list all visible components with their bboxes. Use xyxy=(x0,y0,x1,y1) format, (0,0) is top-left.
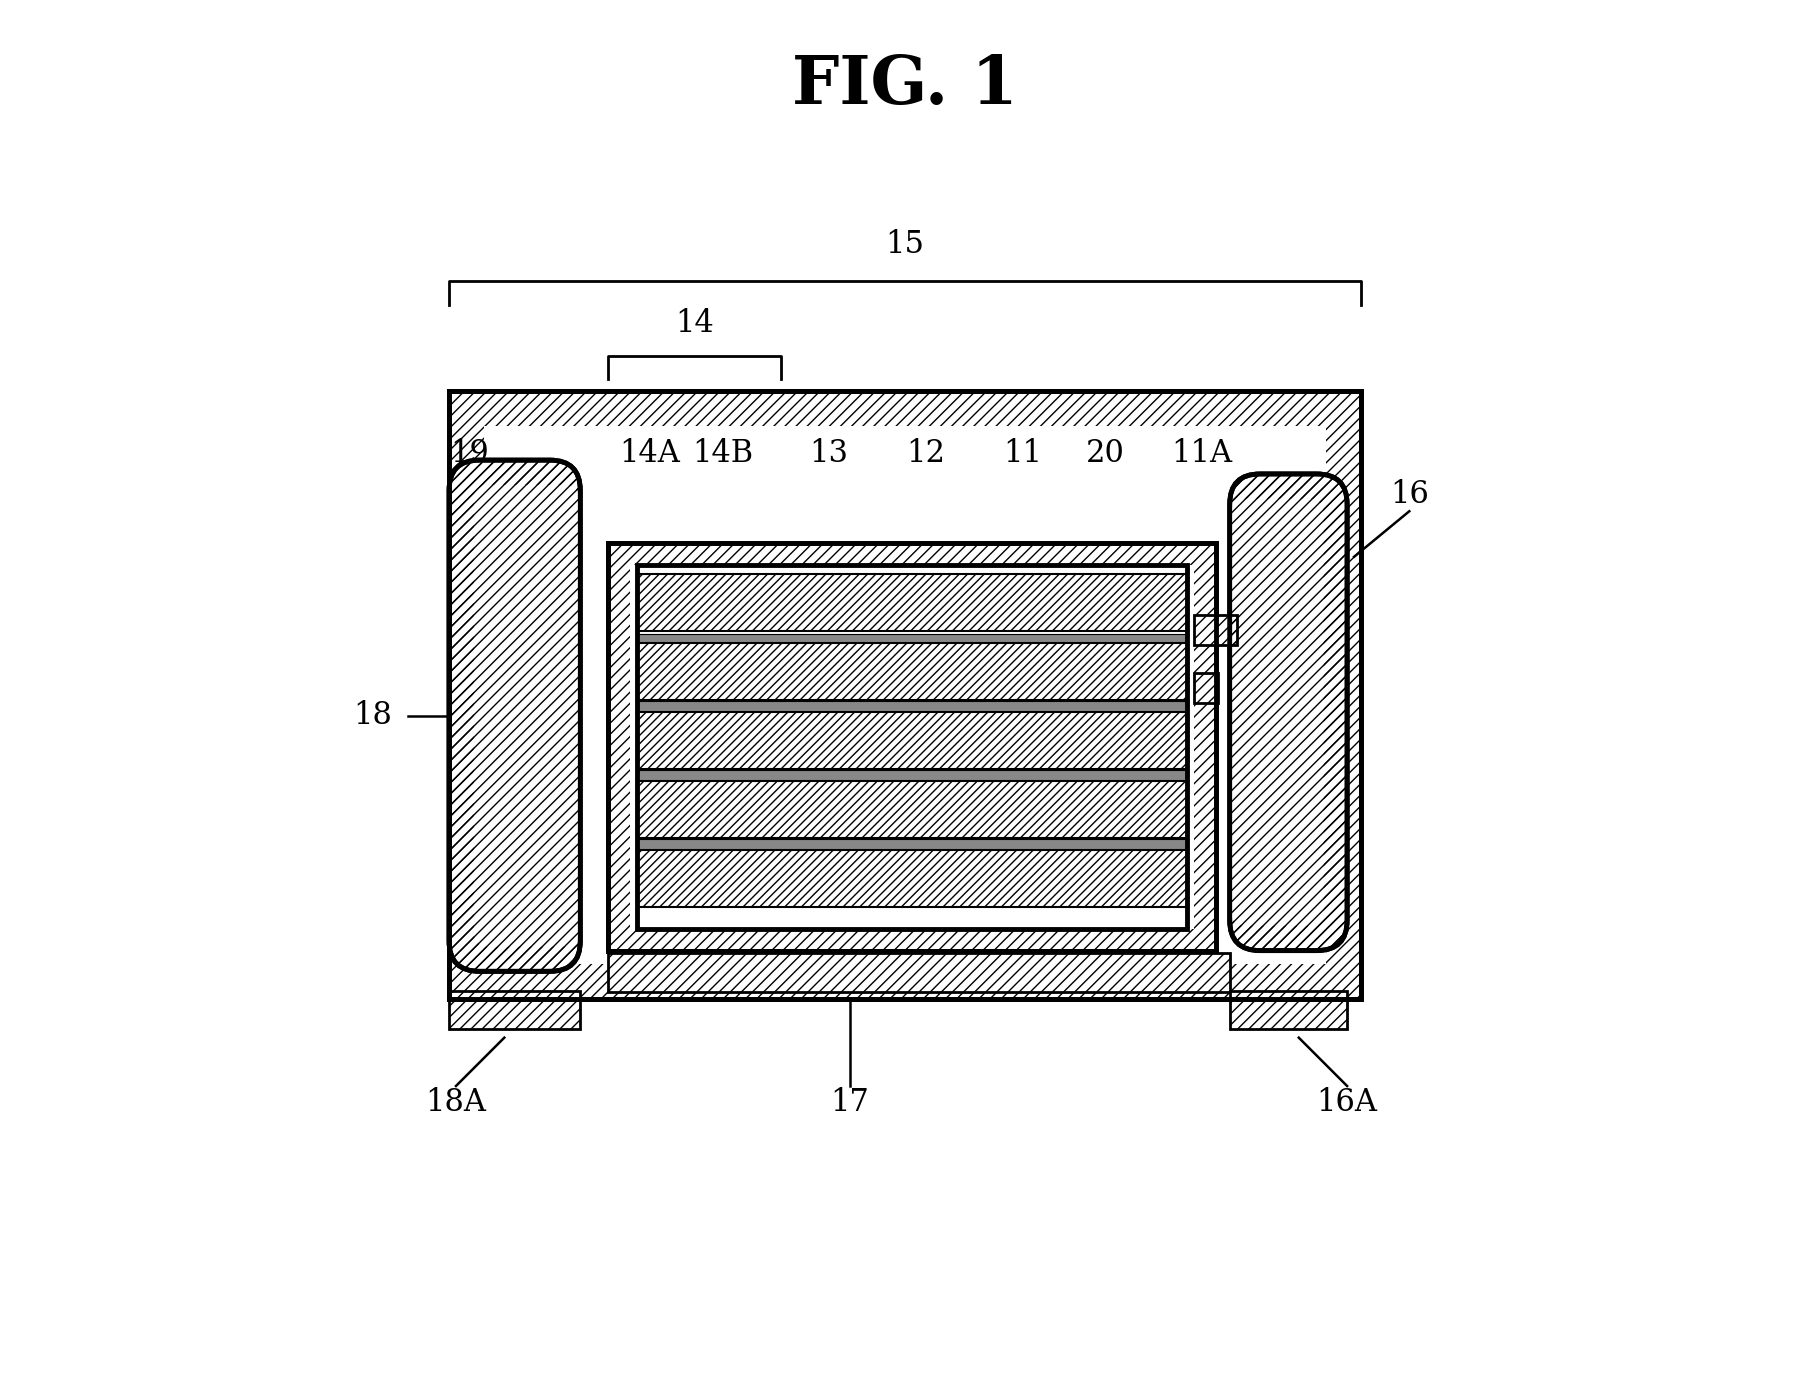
Bar xyxy=(608,954,1229,992)
Text: 14B: 14B xyxy=(691,438,753,468)
FancyBboxPatch shape xyxy=(449,460,581,972)
Bar xyxy=(1195,614,1238,645)
FancyBboxPatch shape xyxy=(1229,474,1347,951)
Text: FIG. 1: FIG. 1 xyxy=(793,53,1017,118)
Text: 16: 16 xyxy=(1390,480,1428,510)
Bar xyxy=(637,712,1187,769)
Text: 18: 18 xyxy=(353,701,393,731)
Bar xyxy=(449,391,1361,999)
Text: 18A: 18A xyxy=(425,1087,487,1118)
Bar xyxy=(608,543,1216,951)
Text: 11: 11 xyxy=(1003,438,1043,468)
Text: 15: 15 xyxy=(885,229,925,260)
Text: 12: 12 xyxy=(907,438,945,468)
Bar xyxy=(1195,673,1218,703)
Bar xyxy=(637,644,1187,699)
Text: 19: 19 xyxy=(451,438,489,468)
Bar xyxy=(637,634,1187,649)
Text: 14: 14 xyxy=(675,307,715,339)
FancyBboxPatch shape xyxy=(474,485,579,947)
Bar xyxy=(637,770,1187,785)
Bar xyxy=(449,991,581,1030)
Bar xyxy=(637,851,1187,906)
Bar xyxy=(637,702,1187,716)
Bar xyxy=(637,840,1187,853)
Text: 11A: 11A xyxy=(1171,438,1233,468)
Bar xyxy=(608,543,1216,951)
Text: 17: 17 xyxy=(831,1087,869,1118)
Bar xyxy=(637,574,1187,631)
Text: 14A: 14A xyxy=(619,438,681,468)
Bar xyxy=(637,566,1187,929)
FancyBboxPatch shape xyxy=(474,485,579,947)
Text: 16A: 16A xyxy=(1316,1087,1377,1118)
FancyBboxPatch shape xyxy=(1231,499,1323,926)
Bar xyxy=(449,391,1361,999)
Bar xyxy=(630,566,1195,929)
Bar xyxy=(1229,991,1347,1030)
Bar xyxy=(483,425,1327,965)
Text: 13: 13 xyxy=(809,438,849,468)
Bar xyxy=(449,391,1361,999)
Text: 20: 20 xyxy=(1086,438,1124,468)
Bar xyxy=(637,781,1187,838)
